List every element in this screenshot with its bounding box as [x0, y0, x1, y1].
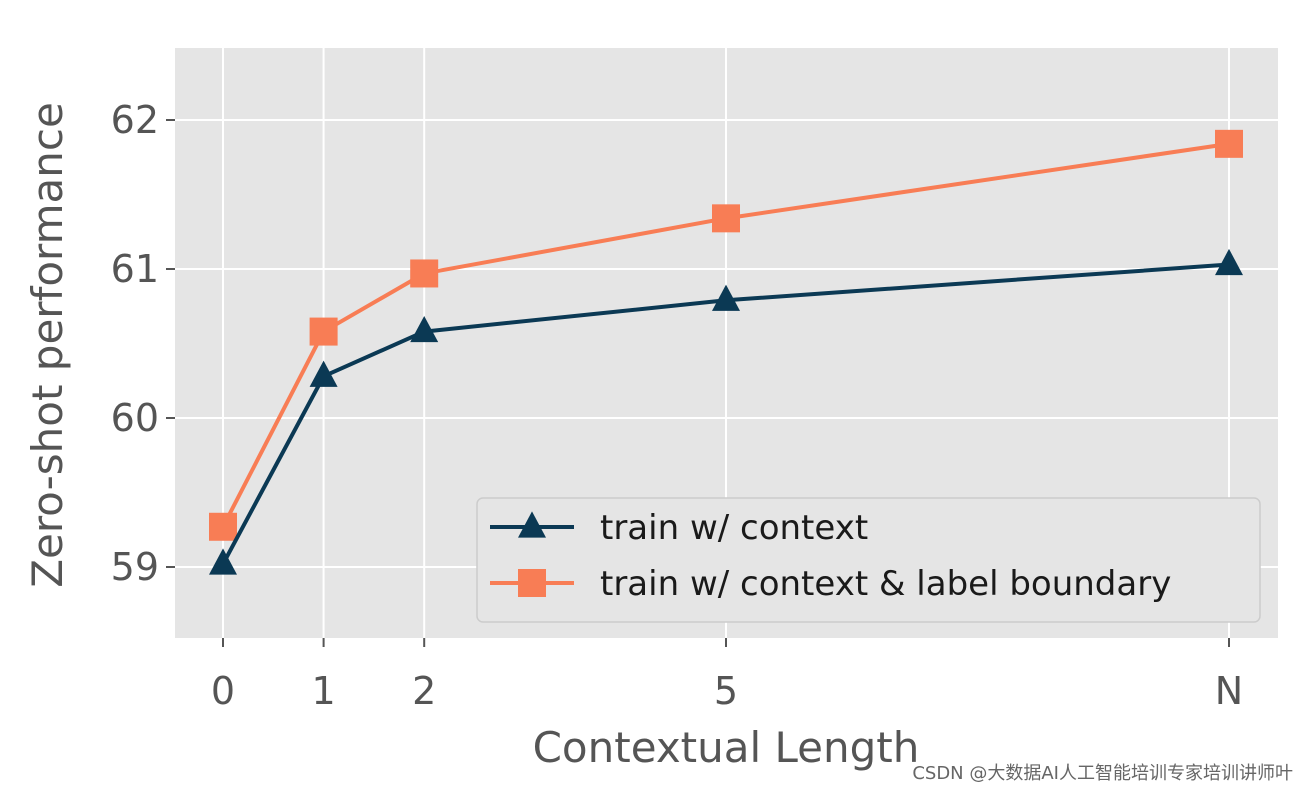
legend: train w/ context train w/ context & label…	[476, 497, 1261, 623]
legend-label: train w/ context	[600, 508, 868, 548]
triangle-point	[712, 284, 740, 311]
square-point	[410, 259, 439, 288]
legend-square-marker	[518, 569, 546, 597]
square-point	[209, 512, 237, 541]
series-group	[209, 129, 1243, 575]
series-context	[209, 248, 1243, 575]
x-tick-label: 2	[412, 669, 436, 713]
y-axis-label: Zero-shot performance	[23, 102, 72, 588]
y-tick-label: 62	[111, 98, 159, 142]
square-point	[309, 317, 338, 346]
legend-box	[476, 497, 1261, 623]
y-tick-label: 59	[111, 545, 159, 589]
square-point	[712, 204, 740, 233]
watermark-text: CSDN @大数据AI人工智能培训专家培训讲师叶	[912, 763, 1293, 784]
x-tick-label: 5	[714, 669, 738, 713]
y-tick-label: 60	[111, 396, 159, 440]
x-tick-label: N	[1215, 669, 1243, 713]
triangle-point	[1215, 248, 1243, 276]
x-tick-label: 0	[211, 669, 235, 713]
triangle-point	[209, 548, 237, 575]
x-tick-label: 1	[312, 669, 336, 713]
triangle-point	[309, 360, 338, 387]
legend-label: train w/ context & label boundary	[600, 564, 1171, 604]
triangle-point	[410, 315, 439, 343]
square-point	[1215, 129, 1243, 158]
axis-ticks: 0 1 2 5 N 59 60 61 62	[111, 98, 1244, 713]
x-axis-label: Contextual Length	[533, 723, 920, 772]
y-tick-label: 61	[111, 247, 159, 291]
legend-triangle-marker	[518, 511, 546, 538]
series-context-label-boundary	[209, 129, 1243, 541]
